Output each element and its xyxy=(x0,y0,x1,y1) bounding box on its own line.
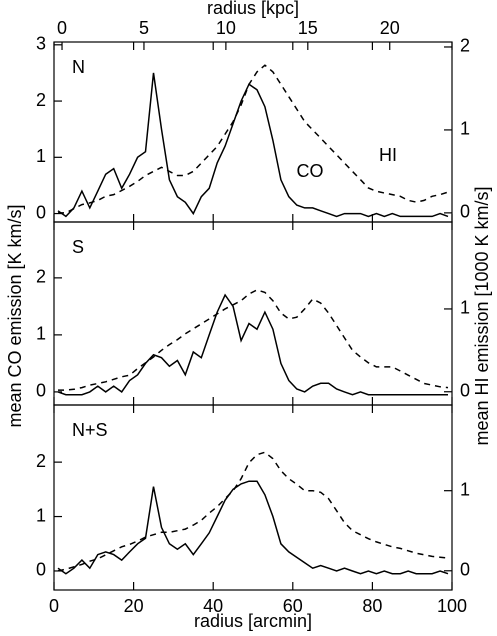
x-tick-label: 0 xyxy=(49,596,59,616)
x-tick-label: 20 xyxy=(124,596,144,616)
y2-tick-label: 1 xyxy=(460,479,470,499)
panel-label: S xyxy=(72,237,84,257)
y-tick-label: 1 xyxy=(36,324,46,344)
plot-frame xyxy=(53,221,453,406)
y2-tick-label: 0 xyxy=(460,202,470,222)
y2-tick-label: 0 xyxy=(460,560,470,580)
x2-tick-label: 5 xyxy=(139,18,149,38)
y2-tick-label: 2 xyxy=(460,36,470,56)
series-label: HI xyxy=(379,145,397,165)
series-label: CO xyxy=(297,161,324,181)
x2-tick-label: 10 xyxy=(216,18,236,38)
y2-axis-label: mean HI emission [1000 K km/s] xyxy=(472,186,492,445)
x2-tick-label: 20 xyxy=(380,18,400,38)
data-line xyxy=(57,72,449,218)
y-tick-label: 1 xyxy=(36,505,46,525)
x-tick-label: 100 xyxy=(437,596,467,616)
y-tick-label: 2 xyxy=(36,267,46,287)
y-tick-label: 1 xyxy=(36,146,46,166)
x-axis-label: radius [arcmin] xyxy=(194,611,312,631)
y-axis-label: mean CO emission [K km/s] xyxy=(5,204,25,427)
x-tick-label: 80 xyxy=(362,596,382,616)
y-tick-label: 3 xyxy=(36,34,46,54)
data-line xyxy=(57,293,448,396)
x2-axis-label: radius [kpc] xyxy=(207,0,299,18)
panel-label: N+S xyxy=(72,420,108,440)
panel-label: N xyxy=(72,57,85,77)
y-tick-label: 0 xyxy=(36,560,46,580)
y-tick-label: 0 xyxy=(36,381,46,401)
x-tick-label: 40 xyxy=(203,596,223,616)
y2-tick-label: 1 xyxy=(460,298,470,318)
plot-frame xyxy=(53,404,453,591)
x-tick-label: 60 xyxy=(283,596,303,616)
y-tick-label: 2 xyxy=(36,90,46,110)
data-line xyxy=(58,64,449,214)
y-tick-label: 0 xyxy=(36,202,46,222)
y2-tick-label: 0 xyxy=(460,381,470,401)
data-line xyxy=(57,451,449,572)
data-line xyxy=(57,480,449,575)
x2-tick-label: 15 xyxy=(298,18,318,38)
x2-tick-label: 0 xyxy=(57,18,67,38)
y2-tick-label: 1 xyxy=(460,119,470,139)
y-tick-label: 2 xyxy=(36,451,46,471)
data-line xyxy=(58,289,449,391)
